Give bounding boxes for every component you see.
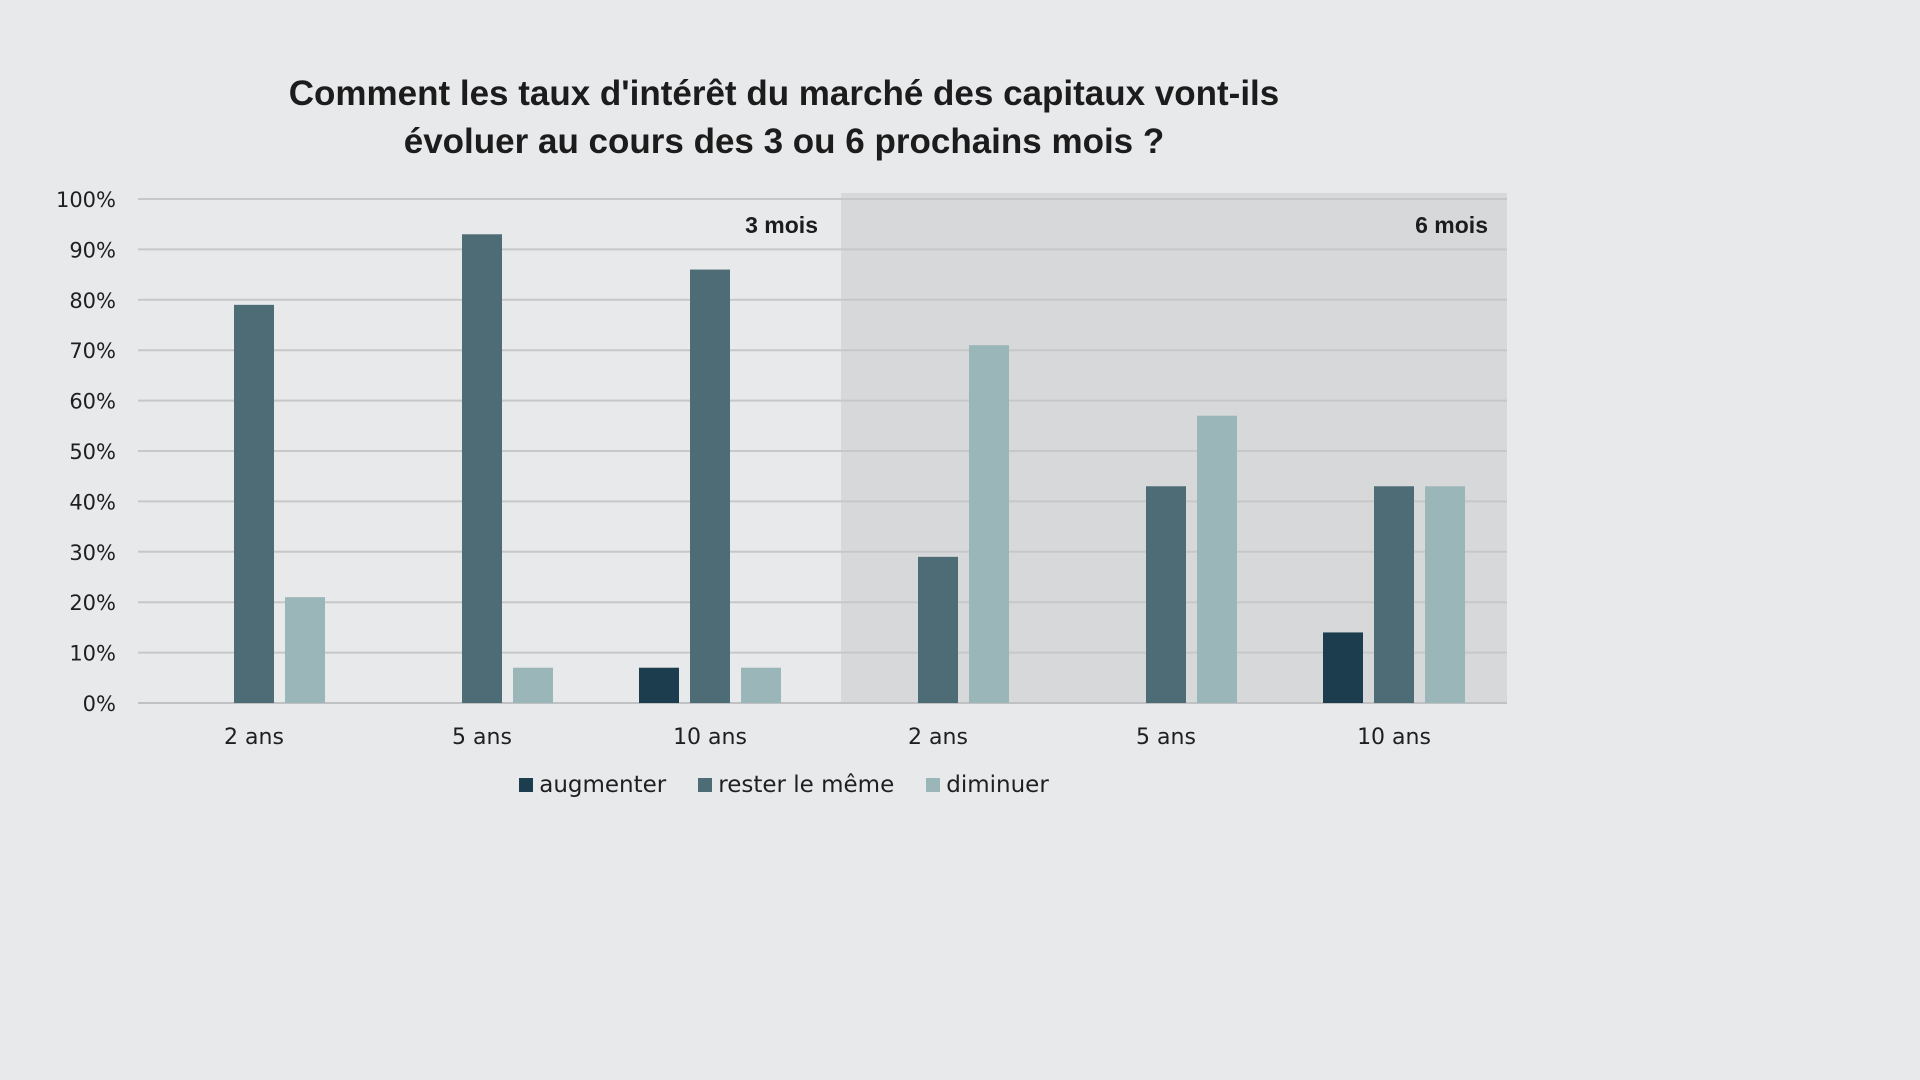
bar-diminuer-6 — [1425, 486, 1465, 703]
bar-augmenter-3 — [639, 667, 679, 703]
chart-title: Comment les taux d'intérêt du marché des… — [0, 70, 1568, 166]
x-tick-label: 2 ans — [224, 725, 284, 750]
x-tick-label: 5 ans — [1136, 725, 1196, 750]
bar-rester-le-même-3 — [690, 269, 730, 703]
x-tick-label: 5 ans — [452, 725, 512, 750]
bar-chart: 0% 10% 20% 30% 40% 50% 60% 70% 80% 90% 100% 3 mois 6… — [56, 188, 1507, 750]
bar-augmenter-6 — [1323, 632, 1363, 703]
x-tick-label: 10 ans — [673, 725, 747, 750]
bar-diminuer-1 — [285, 597, 325, 703]
legend-label: rester le même — [718, 772, 895, 798]
bar-rester-le-même-2 — [462, 234, 502, 703]
y-tick-label: 90% — [69, 238, 116, 262]
bar-diminuer-3 — [741, 667, 781, 703]
panel-label-2: 6 mois — [1415, 212, 1488, 238]
legend-swatch — [519, 778, 534, 792]
y-tick-label: 80% — [69, 289, 116, 313]
legend-swatch — [926, 778, 941, 792]
legend-label: diminuer — [946, 772, 1049, 798]
y-tick-label: 100% — [56, 188, 116, 212]
y-tick-label: 30% — [69, 541, 116, 565]
y-tick-label: 0% — [83, 692, 116, 716]
x-tick-label: 2 ans — [908, 725, 968, 750]
legend: augmenter rester le même diminuer — [0, 772, 1568, 798]
chart-title-line-2: évoluer au cours des 3 ou 6 prochains mo… — [403, 122, 1165, 161]
legend-item: rester le même — [698, 772, 894, 798]
bar-rester-le-même-5 — [1146, 486, 1186, 703]
y-tick-label: 10% — [69, 642, 116, 666]
y-tick-label: 60% — [69, 390, 116, 414]
bar-diminuer-2 — [513, 667, 553, 703]
y-tick-label: 40% — [69, 490, 116, 514]
y-tick-label: 50% — [69, 440, 116, 464]
x-tick-label: 10 ans — [1357, 725, 1431, 750]
y-tick-label: 70% — [69, 339, 116, 363]
bar-rester-le-même-1 — [234, 304, 274, 703]
legend-item: diminuer — [926, 772, 1049, 798]
legend-swatch — [698, 778, 713, 792]
legend-label: augmenter — [539, 772, 667, 798]
bar-rester-le-même-6 — [1374, 486, 1414, 703]
chart-title-line-1: Comment les taux d'intérêt du marché des… — [288, 74, 1280, 113]
legend-item: augmenter — [519, 772, 666, 798]
bar-diminuer-5 — [1197, 415, 1237, 703]
bar-rester-le-même-4 — [918, 556, 958, 703]
y-tick-label: 20% — [69, 591, 116, 615]
bar-diminuer-4 — [969, 345, 1009, 703]
panel-label-1: 3 mois — [745, 212, 818, 238]
